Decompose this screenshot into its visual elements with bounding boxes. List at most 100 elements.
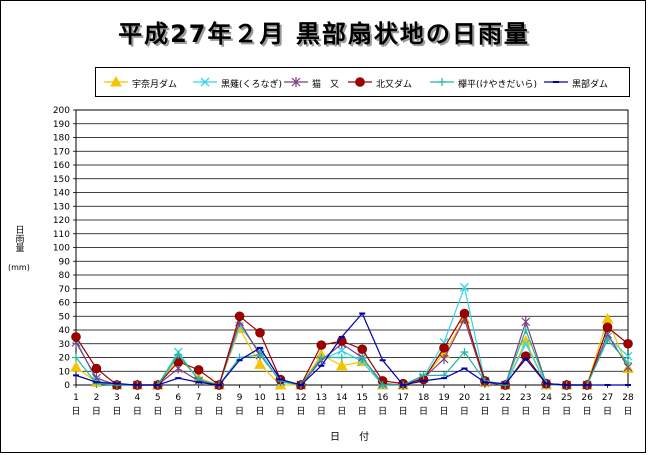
y-tick-label: 180 — [53, 134, 70, 144]
data-point — [459, 308, 470, 319]
data-point — [460, 348, 469, 356]
legend-swatch — [544, 81, 568, 83]
legend-swatch — [284, 77, 308, 87]
legend-swatch — [430, 78, 454, 86]
legend-label: 欅平(けやきだいら) — [458, 80, 538, 90]
legend-swatch-marker — [110, 75, 122, 87]
x-tick-unit: 日 — [399, 406, 408, 417]
x-tick-unit: 日 — [153, 406, 162, 417]
x-tick-unit: 日 — [439, 406, 448, 417]
y-tick-label: 110 — [53, 230, 70, 240]
data-point — [459, 282, 469, 292]
x-tick-unit: 日 — [358, 406, 367, 417]
data-point — [276, 376, 285, 385]
x-tick-label: 26 — [581, 393, 593, 403]
y-tick-label: 160 — [53, 161, 70, 171]
data-point — [92, 379, 101, 388]
y-tick-label: 80 — [59, 271, 71, 281]
data-point — [254, 358, 266, 369]
x-tick-unit: 日 — [583, 406, 592, 417]
data-point — [316, 340, 327, 350]
data-point — [256, 350, 264, 359]
data-point — [91, 363, 102, 374]
data-point — [317, 353, 326, 362]
data-point — [358, 353, 367, 362]
x-tick-label: 8 — [216, 393, 222, 403]
series-line — [75, 317, 629, 386]
x-tick-unit: 日 — [521, 406, 530, 417]
x-tick-unit: 日 — [235, 406, 244, 417]
y-tick-label: 50 — [59, 312, 71, 322]
y-tick-label: 20 — [59, 354, 71, 364]
x-tick-unit: 日 — [542, 406, 551, 417]
y-tick-label: 30 — [59, 340, 71, 350]
x-tick-label: 7 — [196, 393, 202, 403]
y-tick-label: 40 — [59, 326, 71, 336]
x-tick-unit: 日 — [276, 406, 285, 417]
legend-swatch-marker — [291, 77, 301, 87]
x-tick-label: 16 — [377, 393, 389, 403]
data-point — [72, 353, 80, 362]
x-tick-label: 27 — [602, 393, 613, 403]
y-axis-label: 日雨量 (mm) — [8, 225, 30, 274]
x-tick-label: 3 — [114, 393, 120, 403]
series-line — [75, 285, 629, 386]
x-tick-unit: 日 — [215, 406, 224, 417]
x-tick-unit: 日 — [603, 406, 612, 417]
series-line — [75, 312, 629, 386]
x-tick-label: 13 — [316, 393, 327, 403]
x-tick-label: 21 — [479, 393, 490, 403]
x-tick-unit: 日 — [501, 406, 510, 417]
x-tick-unit: 日 — [296, 406, 305, 417]
x-tick-unit: 日 — [255, 406, 264, 417]
y-tick-label: 0 — [64, 381, 70, 391]
x-tick-label: 15 — [356, 393, 367, 403]
x-tick-label: 22 — [500, 393, 511, 403]
y-tick-label: 170 — [53, 147, 70, 157]
x-tick-label: 17 — [397, 393, 408, 403]
legend-label: 黒薙(くろなぎ) — [221, 80, 283, 90]
data-point — [357, 344, 368, 355]
y-axis-label-text: 日雨量 — [13, 225, 24, 252]
x-tick-label: 19 — [438, 393, 450, 403]
x-tick-label: 2 — [94, 393, 100, 403]
x-tick-label: 10 — [254, 393, 266, 403]
x-tick-label: 5 — [155, 393, 161, 403]
y-tick-label: 90 — [59, 257, 71, 267]
data-point — [602, 322, 613, 333]
data-point — [501, 381, 510, 389]
legend-label: 猫 又 — [312, 80, 340, 90]
x-tick-label: 25 — [561, 393, 572, 403]
x-tick-unit: 日 — [194, 406, 203, 417]
y-tick-label: 120 — [53, 216, 70, 226]
legend-label: 黒部ダム — [572, 80, 609, 90]
x-tick-label: 18 — [418, 393, 430, 403]
data-point — [70, 361, 82, 372]
x-tick-unit: 日 — [71, 406, 80, 417]
series-6 — [73, 312, 631, 386]
y-tick-label: 70 — [59, 285, 71, 295]
x-tick-unit: 日 — [92, 406, 101, 417]
y-tick-label: 200 — [53, 106, 70, 116]
x-tick-label: 4 — [134, 393, 140, 403]
data-point — [521, 326, 530, 334]
legend-label: 宇奈月ダム — [132, 80, 178, 90]
x-tick-label: 20 — [459, 393, 471, 403]
y-tick-label: 10 — [59, 367, 71, 377]
x-tick-unit: 日 — [562, 406, 571, 417]
data-point — [174, 350, 183, 359]
data-point — [624, 359, 632, 367]
x-tick-unit: 日 — [317, 406, 326, 417]
x-tick-unit: 日 — [419, 406, 428, 417]
series-line — [75, 317, 629, 386]
data-point — [255, 327, 265, 338]
x-tick-label: 23 — [520, 393, 531, 403]
x-tick-label: 9 — [237, 393, 243, 403]
legend-swatch — [348, 77, 372, 87]
data-point — [193, 365, 204, 375]
x-tick-label: 28 — [622, 393, 634, 403]
legend-label: 北又ダム — [376, 80, 413, 90]
data-point — [623, 338, 633, 349]
x-tick-unit: 日 — [623, 406, 632, 417]
